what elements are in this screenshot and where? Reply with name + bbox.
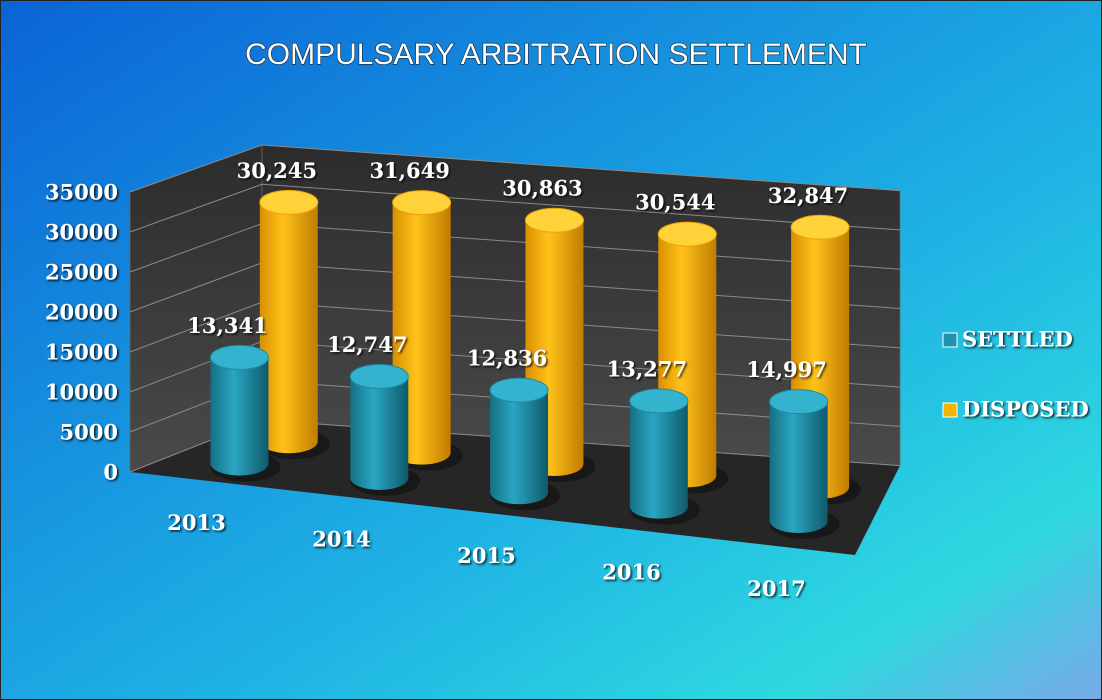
grid-line [129, 144, 901, 193]
data-label: 31,649 [369, 158, 449, 183]
bar [769, 401, 828, 534]
bar-top [629, 388, 689, 414]
y-tick-label: 0 [103, 460, 118, 485]
bar-top [489, 377, 549, 403]
x-tick-label: 2013 [167, 510, 225, 535]
bar-top [769, 389, 829, 415]
grid-line [129, 183, 901, 233]
x-tick-label: 2014 [312, 526, 370, 551]
y-tick-label: 5000 [60, 420, 118, 445]
bar-top [524, 207, 584, 233]
data-label: 30,544 [635, 190, 715, 215]
legend-swatch [942, 332, 958, 348]
data-label: 12,747 [327, 332, 407, 357]
x-tick-label: 2015 [457, 543, 515, 568]
legend-label: SETTLED [962, 327, 1073, 352]
bar-top [392, 190, 452, 216]
bar [210, 357, 269, 476]
y-tick-label: 25000 [45, 260, 118, 285]
y-tick-label: 15000 [45, 340, 118, 365]
bar-top [259, 189, 319, 215]
y-tick-label: 20000 [45, 300, 118, 325]
y-tick-label: 30000 [45, 220, 118, 245]
data-label: 30,245 [237, 158, 317, 183]
data-label: 13,277 [607, 357, 687, 382]
bar [350, 376, 409, 490]
x-tick-label: 2017 [747, 576, 805, 601]
data-label: 32,847 [768, 183, 848, 208]
bar-top [657, 221, 717, 247]
y-tick-label: 10000 [45, 380, 118, 405]
bar-top [209, 344, 269, 370]
x-tick-label: 2016 [602, 560, 660, 585]
data-label: 14,997 [746, 357, 826, 382]
bar [629, 401, 688, 519]
y-tick-label: 35000 [45, 180, 118, 205]
data-label: 13,341 [187, 313, 267, 338]
bar-top [790, 214, 850, 240]
chart-title: COMPULSARY ARBITRATION SETTLEMENT [245, 38, 867, 71]
data-label: 12,836 [467, 346, 547, 371]
bar-top [349, 364, 409, 390]
bar [490, 390, 549, 505]
legend-swatch [942, 402, 958, 418]
bar [259, 202, 318, 454]
legend-label: DISPOSED [962, 397, 1089, 422]
data-label: 30,863 [502, 176, 582, 201]
